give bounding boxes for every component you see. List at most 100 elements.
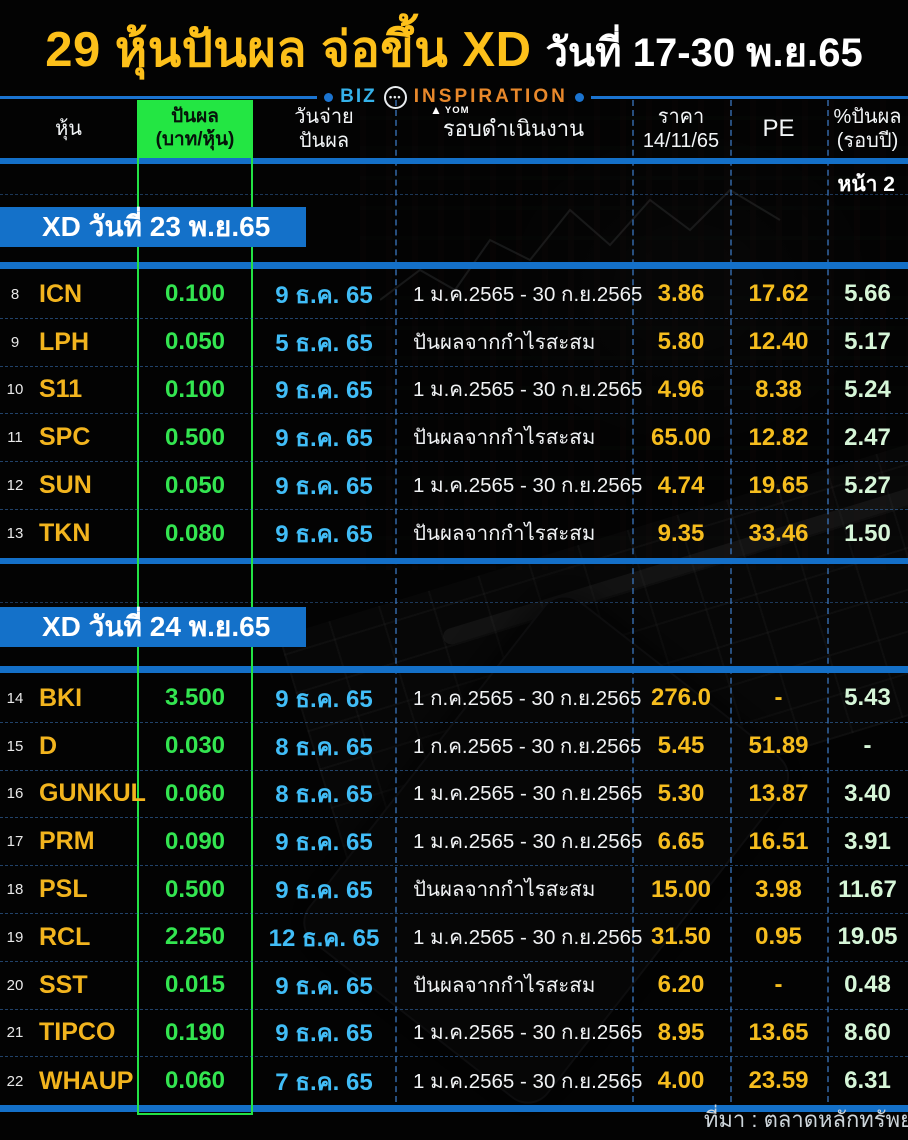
row-number: 9 xyxy=(10,333,20,351)
price-value: 31.50 xyxy=(650,923,712,951)
dividend-value: 0.190 xyxy=(164,1018,226,1046)
row-number: 12 xyxy=(6,477,24,495)
stock-cell: 20 SST xyxy=(0,962,137,1009)
pay-date-value: 9 ธ.ค. 65 xyxy=(275,281,373,309)
triangle-icon: ▲ xyxy=(430,103,443,117)
operating-period-value: ปันผลจากกำไรสะสม xyxy=(413,522,596,546)
yield-value: 1.50 xyxy=(844,519,891,547)
operating-period-value: 1 ม.ค.2565 - 30 ก.ย.2565 xyxy=(413,1021,643,1045)
table-row: 21 TIPCO 0.190 9 ธ.ค. 65 1 ม.ค.2565 - 30… xyxy=(0,1010,908,1058)
ticker-symbol: TIPCO xyxy=(39,1018,116,1047)
logo-dot-left xyxy=(324,92,334,102)
price-value: 5.80 xyxy=(657,328,705,356)
speech-bubble-icon: ••• xyxy=(383,85,407,109)
operating-period-value: 1 ม.ค.2565 - 30 ก.ย.2565 xyxy=(413,782,643,806)
yield-value: 19.05 xyxy=(837,923,898,951)
dividend-value: 0.500 xyxy=(164,875,226,903)
header-pay-line1: วันจ่าย xyxy=(294,106,354,128)
header-dividend-line2: (บาท/หุ้น) xyxy=(155,129,235,150)
price-value: 8.95 xyxy=(657,1018,705,1046)
table-row: 15 D 0.030 8 ธ.ค. 65 1 ก.ค.2565 - 30 ก.ย… xyxy=(0,723,908,771)
pe-value: 19.65 xyxy=(748,471,809,499)
ticker-symbol: ICN xyxy=(39,279,83,308)
column-divider xyxy=(632,100,634,1112)
header-stock: หุ้น xyxy=(0,100,137,158)
rule-above-section1 xyxy=(0,262,908,269)
dividend-value: 0.090 xyxy=(164,827,226,855)
pe-value: 12.40 xyxy=(748,328,809,356)
header-pe-label: PE xyxy=(762,114,795,142)
pe-value: - xyxy=(774,971,783,999)
ticker-symbol: RCL xyxy=(39,922,91,951)
pay-date-value: 9 ธ.ค. 65 xyxy=(275,473,373,501)
operating-period-value: ปันผลจากกำไรสะสม xyxy=(413,973,596,997)
table-row: 12 SUN 0.050 9 ธ.ค. 65 1 ม.ค.2565 - 30 ก… xyxy=(0,462,908,510)
price-value: 4.74 xyxy=(657,471,705,499)
row-number: 20 xyxy=(6,976,24,994)
operating-period-value: 1 ม.ค.2565 - 30 ก.ย.2565 xyxy=(413,1069,643,1093)
dividend-value: 0.050 xyxy=(164,328,226,356)
header-yield-line1: %ปันผล xyxy=(833,106,902,128)
header-period-label: รอบดำเนินงาน xyxy=(442,115,585,141)
operating-period-value: 1 ม.ค.2565 - 30 ก.ย.2565 xyxy=(413,378,643,402)
operating-period-value: 1 ม.ค.2565 - 30 ก.ย.2565 xyxy=(413,282,643,306)
logo-word-inspiration: INSPIRATION xyxy=(413,86,568,107)
price-value: 5.30 xyxy=(657,779,705,807)
dividend-value: 0.100 xyxy=(164,375,226,403)
pay-date-value: 9 ธ.ค. 65 xyxy=(275,377,373,405)
dividend-value: 0.060 xyxy=(164,1067,226,1095)
chart-line-backdrop xyxy=(380,188,781,301)
row-number: 14 xyxy=(6,689,24,707)
logo-rule-left xyxy=(0,95,318,99)
row-number: 8 xyxy=(10,285,20,303)
row-number: 13 xyxy=(6,525,24,543)
pay-date-value: 8 ธ.ค. 65 xyxy=(275,781,373,809)
ticker-symbol: TKN xyxy=(39,519,91,548)
header-dividend-cell: ปันผล (บาท/หุ้น) xyxy=(137,100,253,158)
price-value: 276.0 xyxy=(650,684,712,712)
section1-banner: XD วันที่ 23 พ.ย.65 xyxy=(0,207,306,247)
table-row: 9 LPH 0.050 5 ธ.ค. 65 ปันผลจากกำไรสะสม 5… xyxy=(0,319,908,367)
ticker-symbol: SST xyxy=(39,970,88,999)
row-divider xyxy=(0,194,908,195)
table-row: 16 GUNKUL 0.060 8 ธ.ค. 65 1 ม.ค.2565 - 3… xyxy=(0,771,908,819)
section2-banner: XD วันที่ 24 พ.ย.65 xyxy=(0,607,306,647)
page-number: หน้า 2 xyxy=(837,173,895,196)
table-row: 11 SPC 0.500 9 ธ.ค. 65 ปันผลจากกำไรสะสม … xyxy=(0,414,908,463)
ticker-symbol: BKI xyxy=(39,683,83,712)
header-price: ราคา 14/11/65 xyxy=(632,100,730,158)
yield-value: 5.66 xyxy=(844,280,891,308)
ticker-symbol: WHAUP xyxy=(39,1066,134,1095)
pay-date-value: 9 ธ.ค. 65 xyxy=(275,829,373,857)
ticker-symbol: PRM xyxy=(39,827,95,856)
operating-period-value: 1 ม.ค.2565 - 30 ก.ย.2565 xyxy=(413,474,643,498)
operating-period-value: 1 ก.ค.2565 - 30 ก.ย.2565 xyxy=(413,734,642,758)
rule-below-section1 xyxy=(0,558,908,564)
ticker-symbol: GUNKUL xyxy=(39,779,146,808)
title-highlight: 29 หุ้นปันผล จ่อขึ้น XD xyxy=(45,23,532,77)
ticker-symbol: SUN xyxy=(39,471,92,500)
stock-cell: 16 GUNKUL xyxy=(0,771,146,818)
logo-word-biz: BIZ xyxy=(340,86,377,107)
price-value: 65.00 xyxy=(650,423,712,451)
title-date-range: วันที่ 17-30 พ.ย.65 xyxy=(545,31,863,75)
row-number: 21 xyxy=(6,1024,24,1042)
stock-cell: 13 TKN xyxy=(0,510,137,558)
column-divider xyxy=(827,100,829,1112)
header-yield-line2: (รอบปี) xyxy=(836,130,899,152)
price-value: 4.96 xyxy=(657,375,705,403)
pay-date-value: 8 ธ.ค. 65 xyxy=(275,733,373,761)
column-divider xyxy=(730,100,732,1112)
logo-sub-text: YOM xyxy=(444,104,470,116)
table-row: 18 PSL 0.500 9 ธ.ค. 65 ปันผลจากกำไรสะสม … xyxy=(0,866,908,914)
yield-value: 8.60 xyxy=(844,1018,891,1046)
price-value: 9.35 xyxy=(657,519,705,547)
table-row: 19 RCL 2.250 12 ธ.ค. 65 1 ม.ค.2565 - 30 … xyxy=(0,914,908,962)
yield-value: 3.40 xyxy=(844,779,891,807)
operating-period-value: 1 ก.ค.2565 - 30 ก.ย.2565 xyxy=(413,686,642,710)
logo-sub-mark: ▲ YOM xyxy=(430,104,470,116)
yield-value: 5.43 xyxy=(844,684,891,712)
pay-date-value: 9 ธ.ค. 65 xyxy=(275,521,373,549)
dividend-value: 2.250 xyxy=(164,923,226,951)
pe-value: 12.82 xyxy=(748,423,809,451)
